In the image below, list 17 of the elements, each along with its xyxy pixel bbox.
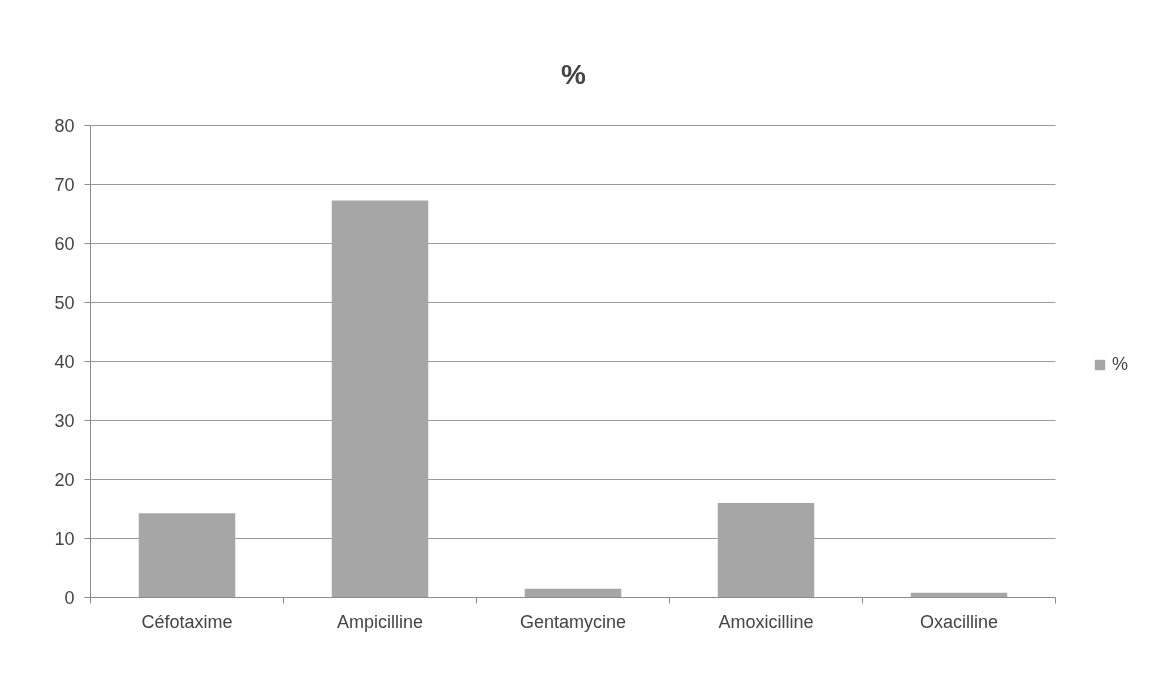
bar	[524, 588, 622, 598]
y-tick-label: 30	[54, 411, 75, 431]
y-tick-label: 20	[54, 470, 75, 490]
y-tick-label: 40	[54, 352, 75, 372]
x-tick-label: Oxacilline	[919, 611, 999, 632]
y-tick-label: 0	[64, 588, 75, 608]
y-tick-label: 50	[54, 293, 75, 313]
y-tick-label: 70	[54, 175, 75, 195]
legend-label: %	[1112, 354, 1129, 375]
y-tick-label: 80	[54, 116, 75, 136]
x-tick-label: Amoxicilline	[718, 611, 814, 632]
chart-title: %	[561, 58, 586, 90]
x-tick-label: Céfotaxime	[141, 611, 233, 632]
y-tick-label: 60	[54, 234, 75, 254]
x-tick-label: Ampicilline	[336, 611, 424, 632]
y-tick-label: 10	[54, 529, 75, 549]
x-tick-label: Gentamycine	[519, 611, 627, 632]
